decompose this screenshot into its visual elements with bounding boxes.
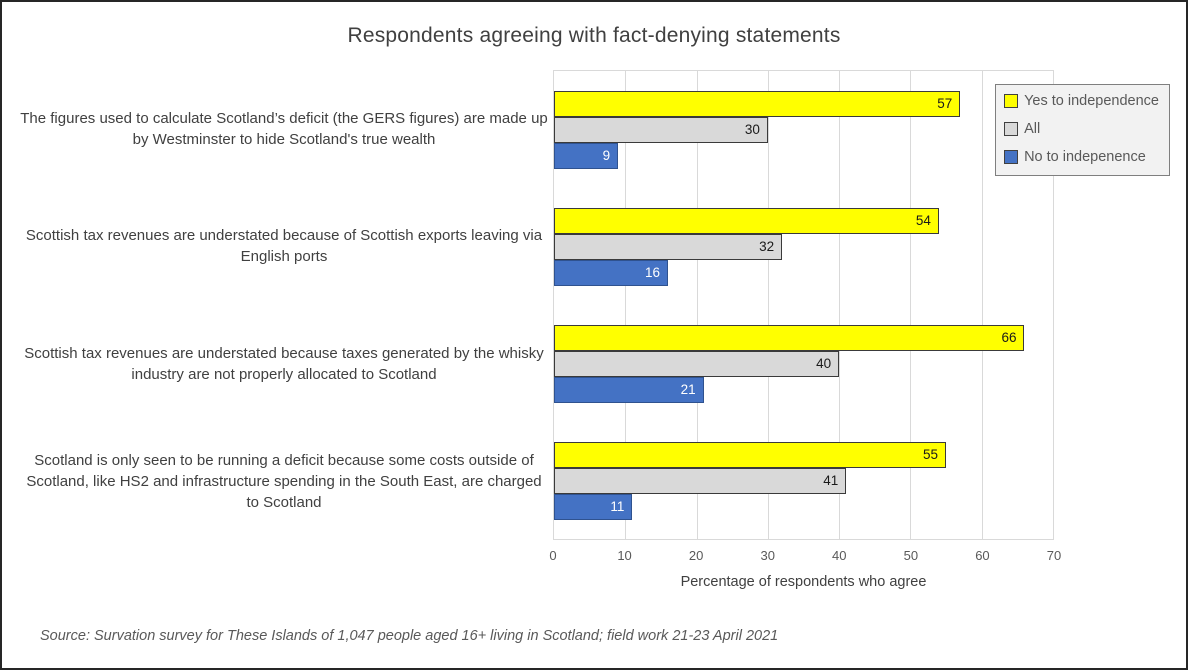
legend-label-all: All [1024,121,1041,137]
category-label: The figures used to calculate Scotland’s… [20,109,548,148]
gridline [767,71,769,539]
bar-no-to-indepenence: 16 [554,259,669,286]
bar-yes-to-independence: 55 [554,441,947,468]
gridline [1053,71,1054,539]
bar-value-label: 32 [759,239,775,254]
x-axis-tick-label: 10 [617,548,632,563]
x-axis-tick-label: 60 [975,548,990,563]
bar-yes-to-independence: 54 [554,207,939,234]
legend-swatch-yes [1004,94,1019,108]
legend-item-no: No to indepenence [1004,149,1159,165]
x-axis-tick-label: 50 [903,548,919,563]
bar-value-label: 30 [744,122,760,137]
legend-item-all: All [1004,121,1159,137]
bar-value-label: 40 [816,356,832,371]
legend-swatch-no [1004,150,1019,164]
x-axis-tick-label: 40 [832,548,847,563]
bar-no-to-indepenence: 9 [554,142,619,169]
x-axis-tick-label: 70 [1046,548,1062,563]
gridline [625,71,627,539]
gridline [696,71,698,539]
x-axis-title: Percentage of respondents who agree [680,574,927,590]
legend-swatch-all [1004,122,1019,136]
x-axis-tick-label: 20 [688,548,704,563]
x-axis-tick-label: 30 [760,548,775,563]
legend-label-no: No to indepenence [1024,149,1146,165]
bar-no-to-indepenence: 11 [554,493,633,520]
bar-no-to-indepenence: 21 [554,376,704,403]
bar-value-label: 11 [610,499,625,514]
x-axis-tick-labels: 0 10 20 30 40 50 60 70 [549,548,1061,564]
bar-group: 57 30 9 [554,71,1053,188]
legend: Yes to independence All No to indepenenc… [995,84,1170,176]
bar-value-label: 21 [680,382,696,397]
category-axis: The figures used to calculate Scotland’s… [20,70,548,540]
bar-value-label: 41 [823,473,839,488]
bar-yes-to-independence: 57 [554,90,961,117]
source-note: Source: Survation survey for These Islan… [40,628,779,644]
bar-group: 66 40 21 [554,305,1053,422]
category-label: Scottish tax revenues are understated be… [25,227,543,266]
chart-title: Respondents agreeing with fact-denying s… [347,24,841,47]
category-label: Scottish tax revenues are understated be… [24,344,544,383]
bar-value-label: 57 [937,96,953,111]
bar-groups: 57 30 9 54 32 16 66 40 21 55 41 11 [554,71,1053,539]
bar-all: 30 [554,116,768,143]
gridline [910,71,912,539]
bar-all: 40 [554,350,840,377]
legend-item-yes: Yes to independence [1004,93,1159,109]
bar-yes-to-independence: 66 [554,324,1025,351]
bar-value-label: 55 [923,447,939,462]
bar-value-label: 16 [645,265,661,280]
plot-area: 57 30 9 54 32 16 66 40 21 55 41 11 [553,70,1054,540]
bar-group: 55 41 11 [554,422,1053,539]
bar-value-label: 66 [1001,330,1017,345]
bar-value-label: 54 [915,213,931,228]
gridline [839,71,841,539]
bar-group: 54 32 16 [554,188,1053,305]
bar-value-label: 9 [602,148,611,163]
category-label: Scotland is only seen to be running a de… [26,451,542,511]
x-axis-tick-label: 0 [549,548,557,563]
bar-all: 41 [554,467,847,494]
legend-label-yes: Yes to independence [1024,93,1159,109]
bar-all: 32 [554,233,783,260]
gridline [981,71,983,539]
